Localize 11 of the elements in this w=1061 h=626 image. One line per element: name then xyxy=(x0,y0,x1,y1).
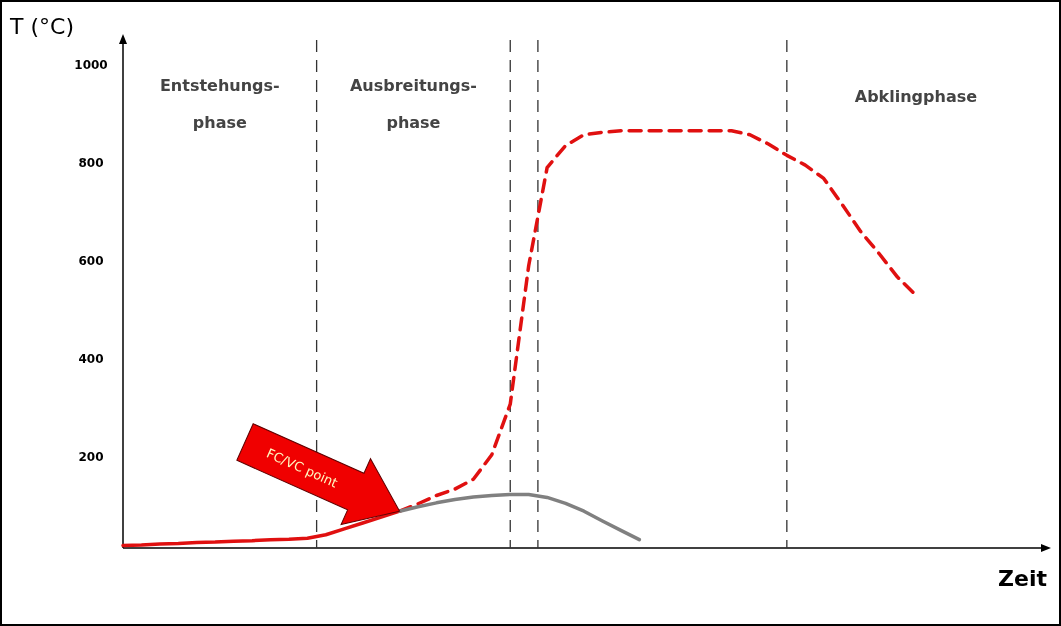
line-series xyxy=(397,492,642,542)
x-axis-title: Zeit xyxy=(998,566,1048,591)
y-tick-label: 1000 xyxy=(74,57,108,72)
annotation: Abklingphase xyxy=(854,87,978,106)
annotation: Entstehungs- phase xyxy=(159,76,280,132)
y-tick-label: 600 xyxy=(78,253,104,268)
y-axis-title: T (°C) xyxy=(9,14,74,39)
annotation: Ausbreitungs- phase xyxy=(349,76,477,132)
y-tick-label: 200 xyxy=(78,450,104,465)
y-tick-label: 400 xyxy=(78,352,104,367)
y-tick-label: 800 xyxy=(78,155,104,170)
